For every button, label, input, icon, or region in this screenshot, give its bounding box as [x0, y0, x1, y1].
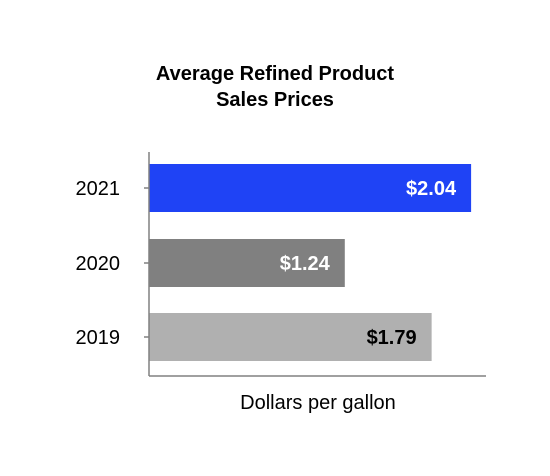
data-label-2020: $1.24	[280, 253, 331, 275]
chart-title-line-1: Average Refined Product	[155, 63, 395, 85]
data-label-2019: $1.79	[367, 327, 417, 349]
bars-layer: $2.04 $1.24 $1.79	[149, 164, 472, 361]
bar-2019	[149, 313, 432, 361]
bar-2020	[149, 239, 345, 287]
y-tick-label-2020: 2020	[76, 253, 121, 275]
y-tick-label-2021: 2021	[76, 178, 121, 200]
chart-title-line-2: Sales Prices	[216, 89, 334, 111]
data-label-2021: $2.04	[406, 178, 457, 200]
bar-2021	[149, 164, 472, 212]
ticks-layer: 2021 2020 2019	[76, 178, 149, 349]
y-tick-label-2019: 2019	[76, 327, 121, 349]
x-axis-label: Dollars per gallon	[240, 392, 396, 414]
chart-title: Average Refined Product Sales Prices	[0, 61, 550, 113]
